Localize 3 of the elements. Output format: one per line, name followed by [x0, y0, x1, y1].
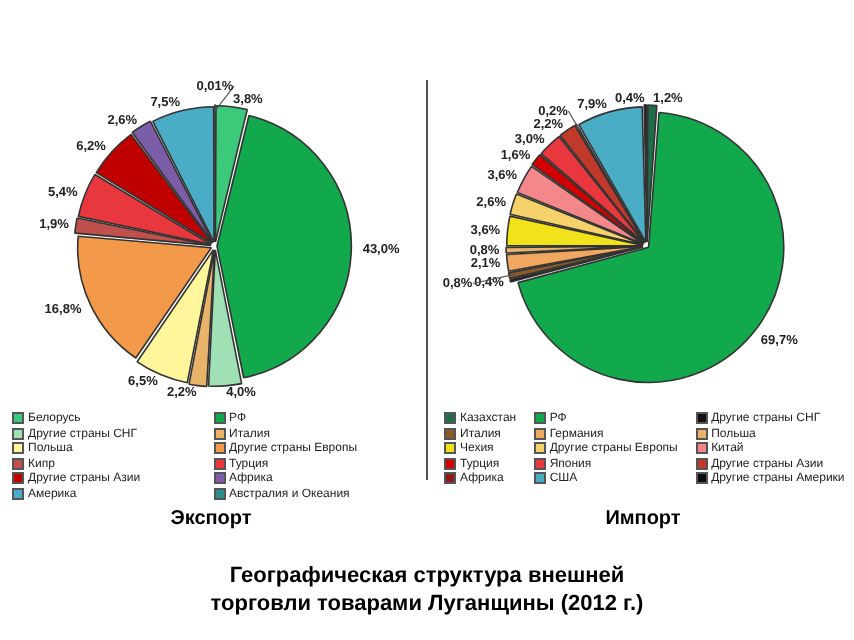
text: Импорт: [603, 508, 683, 530]
text: Экспорт: [168, 508, 254, 530]
text: Географическая структура внешней торговли товарами Луганщины (2012 г.): [208, 562, 646, 618]
